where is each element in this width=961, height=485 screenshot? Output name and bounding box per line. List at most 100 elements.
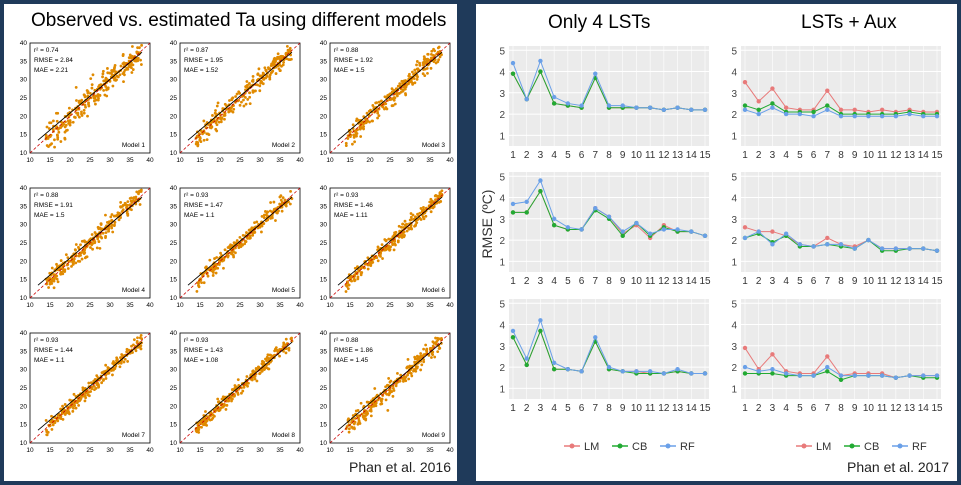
x-tick-label: 30 bbox=[106, 447, 114, 454]
scatter-point bbox=[104, 236, 107, 240]
data-point-rf bbox=[852, 246, 857, 251]
data-point-rf bbox=[510, 201, 516, 207]
x-tick-label: 12 bbox=[658, 403, 670, 414]
y-tick-label: 35 bbox=[170, 58, 178, 65]
scatter-point bbox=[242, 104, 246, 108]
scatter-point bbox=[357, 269, 360, 273]
x-tick-label: 9 bbox=[620, 403, 626, 414]
scatter-point bbox=[241, 243, 244, 247]
scatter-point bbox=[397, 224, 401, 228]
y-tick-label: 10 bbox=[170, 295, 178, 302]
scatter-point bbox=[391, 394, 395, 398]
x-tick-label: 25 bbox=[236, 447, 244, 454]
x-tick-label: 7 bbox=[593, 403, 599, 414]
mae-label: MAE = 1.45 bbox=[334, 357, 369, 364]
data-point-rf bbox=[647, 369, 653, 374]
y-tick-label: 25 bbox=[170, 95, 178, 102]
scatter-point bbox=[92, 385, 96, 388]
data-point-rf bbox=[783, 371, 789, 376]
scatter-point bbox=[384, 248, 387, 252]
scatter-point bbox=[371, 104, 375, 107]
data-point-lm bbox=[742, 225, 748, 230]
data-point-rf bbox=[675, 227, 680, 232]
scatter-point bbox=[83, 256, 87, 260]
scatter-point bbox=[388, 380, 392, 384]
x-tick-label: 8 bbox=[606, 403, 612, 414]
scatter-point bbox=[404, 375, 408, 379]
scatter-point bbox=[138, 203, 142, 206]
x-tick-label: 5 bbox=[797, 403, 803, 414]
scatter-point bbox=[265, 366, 268, 370]
scatter-point bbox=[76, 259, 80, 263]
scatter-point bbox=[198, 138, 202, 142]
x-tick-label: 10 bbox=[863, 150, 875, 161]
scatter-point bbox=[387, 247, 390, 251]
scatter-point bbox=[245, 231, 248, 234]
scatter-point bbox=[422, 347, 426, 351]
x-tick-label: 9 bbox=[852, 276, 858, 287]
scatter-point bbox=[80, 257, 84, 261]
legend: LM CB RF bbox=[564, 441, 695, 453]
scatter-point bbox=[60, 411, 64, 415]
scatter-point bbox=[396, 372, 399, 375]
scatter-point bbox=[126, 203, 129, 207]
data-point-rf bbox=[606, 364, 612, 370]
scatter-point bbox=[110, 213, 114, 216]
scatter-point bbox=[211, 413, 215, 417]
y-tick-label: 40 bbox=[320, 185, 328, 192]
scatter-point bbox=[422, 55, 426, 59]
scatter-point bbox=[56, 111, 60, 115]
scatter-point bbox=[127, 348, 131, 352]
scatter-point bbox=[63, 403, 67, 406]
fit-line bbox=[337, 341, 443, 431]
data-point-rf bbox=[797, 373, 803, 378]
scatter-point bbox=[277, 209, 280, 213]
scatter-point bbox=[65, 263, 69, 267]
scatter-point bbox=[63, 412, 67, 415]
y-tick-label: 40 bbox=[320, 330, 328, 337]
scatter-point bbox=[55, 274, 59, 278]
data-point-rf bbox=[811, 114, 816, 119]
scatter-point bbox=[91, 247, 94, 251]
scatter-point bbox=[344, 290, 348, 293]
scatter-point bbox=[280, 209, 284, 213]
scatter-point bbox=[381, 257, 384, 260]
x-tick-label: 25 bbox=[86, 447, 94, 454]
scatter-point bbox=[269, 201, 272, 204]
scatter-point bbox=[47, 127, 51, 130]
x-tick-label: 25 bbox=[386, 302, 394, 309]
y-tick-label: 4 bbox=[499, 68, 505, 79]
scatter-point bbox=[200, 281, 203, 285]
x-tick-label: 20 bbox=[66, 302, 74, 309]
scatter-point bbox=[290, 339, 294, 343]
scatter-point bbox=[426, 71, 429, 75]
scatter-point bbox=[353, 266, 357, 270]
fit-line bbox=[187, 51, 293, 141]
scatter-point bbox=[119, 201, 123, 204]
scatter-point bbox=[100, 381, 104, 385]
scatter-point bbox=[422, 63, 425, 67]
x-tick-label: 40 bbox=[446, 447, 454, 454]
scatter-point bbox=[428, 346, 432, 350]
scatter-point bbox=[74, 261, 78, 265]
scatter-point bbox=[108, 71, 111, 75]
x-tick-label: 20 bbox=[366, 447, 374, 454]
scatter-point bbox=[103, 79, 107, 83]
scatter-point bbox=[202, 281, 206, 285]
scatter-point bbox=[384, 391, 387, 395]
scatter-point bbox=[267, 367, 271, 371]
rmse-label: RMSE = 2.84 bbox=[34, 57, 73, 64]
scatter-point bbox=[205, 138, 209, 142]
scatter-point bbox=[74, 86, 78, 89]
scatter-point bbox=[256, 83, 259, 87]
scatter-point bbox=[365, 111, 369, 115]
scatter-point bbox=[352, 135, 356, 139]
scatter-point bbox=[138, 189, 141, 193]
scatter-point bbox=[92, 99, 96, 103]
scatter-point bbox=[70, 264, 73, 268]
x-tick-label: 35 bbox=[426, 302, 434, 309]
scatter-point bbox=[89, 381, 93, 384]
r2-label: r² = 0.88 bbox=[334, 47, 359, 54]
data-point-rf bbox=[852, 373, 857, 378]
